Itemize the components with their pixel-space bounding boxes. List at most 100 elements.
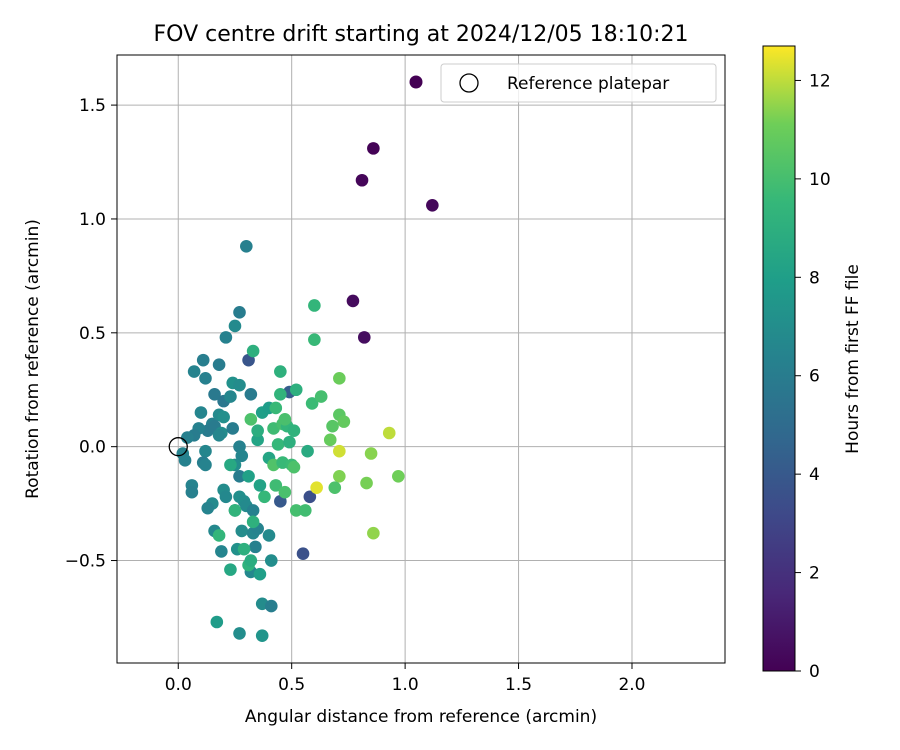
data-point (194, 406, 208, 419)
data-point (333, 469, 346, 483)
data-point (264, 599, 278, 613)
data-point (333, 372, 346, 385)
colorbar-tick-label: 12 (809, 71, 831, 91)
data-point (199, 372, 212, 385)
y-tick-label: 1.5 (79, 96, 106, 116)
data-point (269, 401, 283, 415)
data-point (296, 547, 310, 560)
data-point (199, 444, 212, 458)
data-point (212, 529, 226, 542)
data-point (215, 545, 228, 558)
data-point (233, 469, 246, 483)
data-point (253, 479, 267, 492)
data-point (246, 344, 260, 358)
data-point (314, 390, 328, 403)
data-point (269, 479, 283, 492)
data-point (235, 449, 249, 463)
data-point (298, 504, 312, 517)
data-point (242, 469, 255, 483)
data-point (185, 485, 199, 499)
colorbar-tick-label: 8 (809, 268, 820, 288)
legend: Reference platepar (409, 63, 717, 103)
data-point (392, 469, 405, 483)
data-point (244, 413, 258, 426)
data-point (187, 365, 201, 378)
data-point (244, 387, 258, 401)
data-point (212, 428, 226, 442)
data-point (228, 319, 242, 333)
x-axis-ticks: 0.0 0.5 1.0 1.5 2.0 (165, 663, 646, 695)
data-point (228, 504, 242, 517)
x-tick-label: 2.0 (618, 675, 645, 695)
data-point (367, 142, 380, 155)
data-point (235, 524, 249, 538)
data-point (233, 627, 246, 640)
data-point (199, 458, 212, 472)
data-point (251, 424, 264, 438)
data-point (233, 306, 246, 319)
x-axis-label: Angular distance from reference (arcmin) (245, 707, 597, 727)
data-point (201, 501, 215, 515)
y-tick-label: 0.5 (79, 324, 106, 344)
data-point (308, 299, 321, 312)
data-point (346, 294, 360, 308)
data-point (246, 504, 260, 517)
data-point (355, 173, 369, 187)
legend-marker-data (409, 75, 423, 89)
legend-label-reference: Reference platepar (507, 74, 669, 94)
data-point (253, 567, 267, 581)
chart-title: FOV centre drift starting at 2024/12/05 … (154, 22, 689, 47)
data-point (303, 490, 317, 504)
x-tick-label: 0.5 (278, 675, 305, 695)
colorbar-label: Hours from first FF file (843, 264, 863, 454)
data-point (224, 390, 237, 403)
y-axis-label: Rotation from reference (arcmin) (23, 219, 43, 499)
data-point (382, 426, 396, 440)
x-tick-label: 1.5 (505, 675, 532, 695)
data-point (237, 542, 251, 556)
data-point (283, 435, 296, 449)
data-point (289, 383, 303, 397)
data-point (249, 540, 262, 554)
data-point (240, 239, 253, 253)
data-point (337, 415, 351, 428)
data-point (210, 615, 224, 629)
data-point (178, 454, 192, 467)
y-tick-label: −0.5 (65, 552, 106, 572)
data-point (360, 476, 373, 490)
data-point (181, 431, 194, 444)
data-point (224, 458, 237, 472)
grid-lines (117, 55, 725, 663)
data-point (224, 563, 237, 576)
data-point (357, 331, 371, 344)
colorbar-tick-label: 0 (809, 662, 820, 682)
reference-marker (168, 437, 188, 457)
data-point (233, 378, 246, 392)
data-point (271, 438, 285, 451)
data-point (278, 413, 292, 426)
colorbar: 0 2 4 6 8 10 12 Hours from first FF file (762, 45, 863, 682)
legend-box (440, 63, 717, 103)
data-point (219, 331, 233, 344)
legend-marker-reference (459, 73, 479, 93)
scatter-points (176, 142, 439, 642)
data-point (217, 410, 230, 424)
data-point (244, 554, 258, 567)
data-point (310, 481, 323, 494)
data-point (301, 444, 314, 458)
colorbar-tick-label: 6 (809, 367, 820, 387)
colorbar-gradient (762, 45, 796, 672)
colorbar-tick-label: 10 (809, 170, 831, 190)
data-point (274, 387, 287, 401)
data-point (426, 198, 439, 212)
data-point (323, 433, 337, 447)
data-point (208, 387, 221, 401)
data-point (251, 433, 264, 447)
data-point (308, 333, 321, 346)
colorbar-tick-label: 2 (809, 564, 820, 584)
y-tick-label: 0.0 (79, 438, 106, 458)
data-point (255, 629, 269, 642)
data-point (278, 485, 292, 499)
x-tick-label: 1.0 (392, 675, 419, 695)
